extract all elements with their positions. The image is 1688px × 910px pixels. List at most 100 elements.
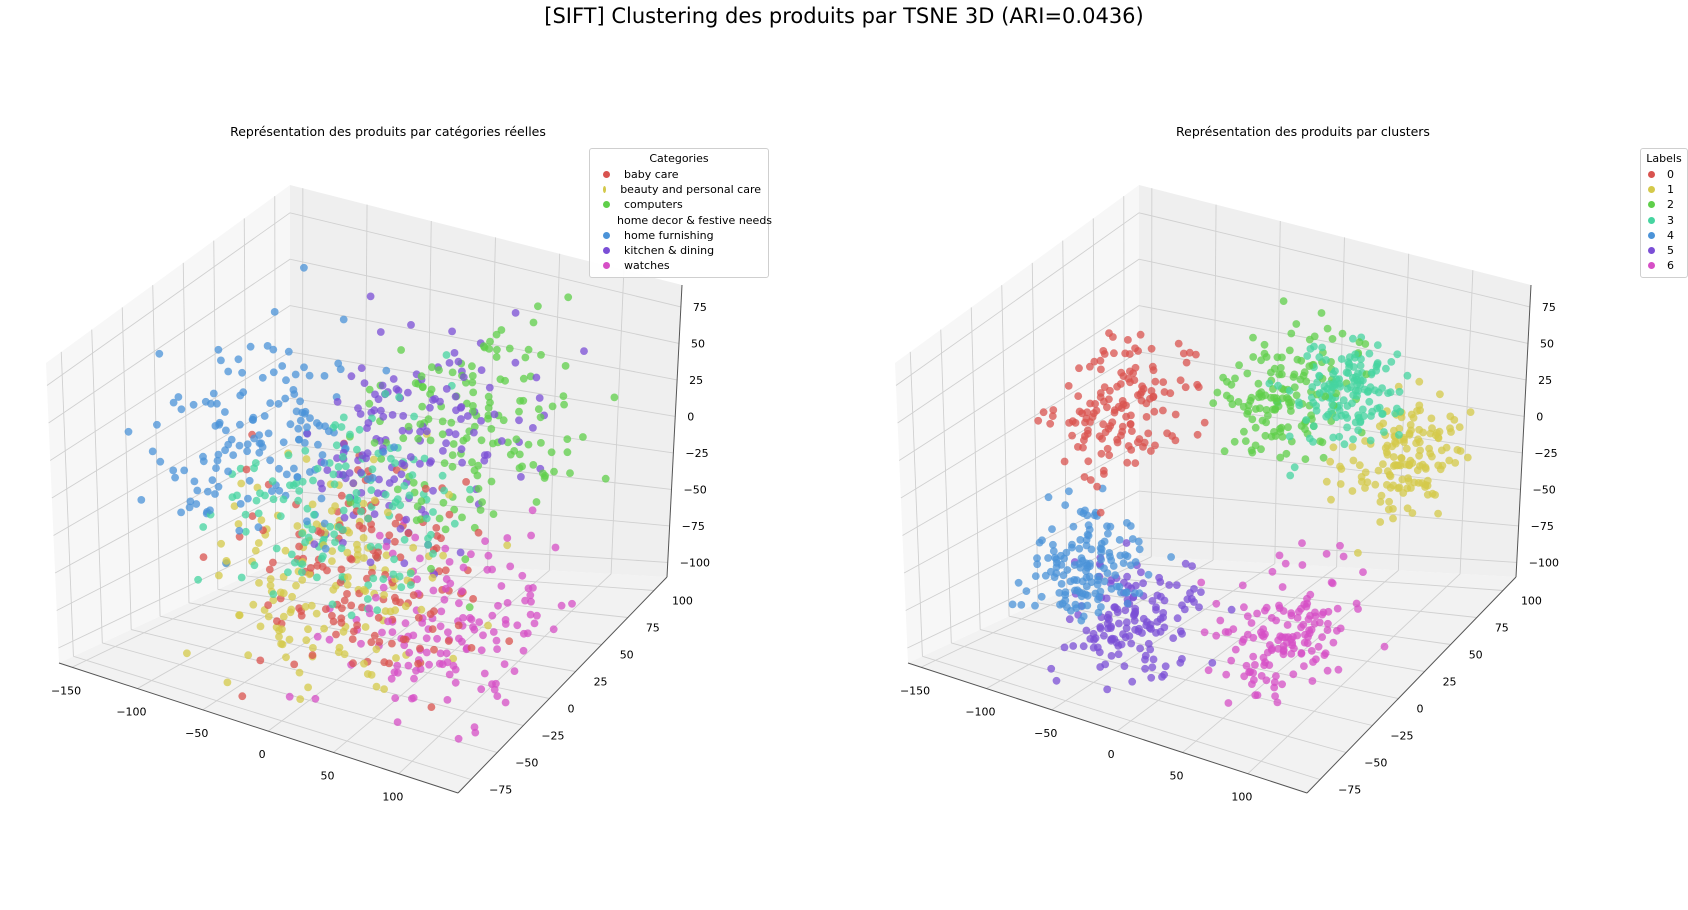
- data-point-series-1: [298, 576, 307, 584]
- data-point-series-2: [409, 478, 418, 487]
- data-point-series-1: [360, 586, 368, 594]
- data-point-series-1: [1435, 427, 1444, 436]
- data-point-series-3: [1366, 436, 1375, 445]
- data-point-series-6: [311, 694, 320, 703]
- data-point-series-3: [420, 454, 429, 463]
- data-point-series-2: [1249, 353, 1258, 361]
- data-point-series-1: [1379, 419, 1388, 428]
- data-point-series-6: [493, 692, 502, 700]
- data-point-series-0: [338, 604, 346, 613]
- legend-label: 0: [1667, 168, 1674, 182]
- data-point-series-4: [264, 429, 273, 438]
- data-point-series-5: [458, 458, 466, 467]
- data-point-series-2: [466, 495, 474, 504]
- data-point-series-3: [1303, 352, 1312, 360]
- data-point-series-6: [479, 631, 487, 640]
- data-point-series-2: [1290, 370, 1299, 379]
- data-point-series-5: [451, 392, 460, 401]
- data-point-series-2: [441, 525, 450, 534]
- data-point-series-4: [1071, 600, 1080, 609]
- data-point-series-0: [1151, 377, 1160, 386]
- data-point-series-6: [1262, 603, 1271, 612]
- data-point-series-2: [510, 447, 519, 455]
- grid-line: [905, 490, 1519, 611]
- data-point-series-6: [521, 596, 529, 605]
- data-point-series-5: [394, 386, 403, 395]
- data-point-series-5: [303, 429, 312, 438]
- data-point-series-5: [340, 513, 349, 522]
- data-point-series-3: [1305, 434, 1314, 443]
- data-point-series-2: [1361, 340, 1370, 348]
- data-point-series-5: [396, 524, 405, 533]
- data-point-series-4: [224, 367, 233, 376]
- data-point-series-4: [390, 443, 398, 452]
- data-point-series-5: [427, 457, 435, 466]
- data-point-series-6: [1329, 638, 1338, 647]
- data-point-series-1: [428, 573, 437, 582]
- data-point-series-4: [313, 419, 321, 427]
- data-point-series-3: [301, 446, 310, 455]
- data-point-series-1: [417, 605, 426, 614]
- data-point-series-1: [1389, 481, 1398, 490]
- data-point-series-3: [1332, 375, 1341, 383]
- data-point-series-6: [1300, 638, 1309, 647]
- grid-line: [610, 270, 625, 574]
- data-point-series-5: [366, 558, 375, 567]
- data-point-series-6: [1240, 672, 1249, 681]
- data-point-series-4: [180, 466, 189, 475]
- data-point-series-5: [1181, 559, 1190, 568]
- legend-marker: [603, 262, 610, 270]
- data-point-series-2: [462, 434, 471, 442]
- data-point-series-0: [1159, 378, 1168, 386]
- data-point-series-4: [266, 399, 275, 407]
- data-point-series-3: [241, 527, 250, 536]
- data-point-series-3: [1310, 342, 1318, 351]
- data-point-series-3: [1359, 412, 1368, 420]
- data-point-series-3: [1309, 422, 1318, 430]
- data-point-series-6: [441, 544, 450, 553]
- data-point-series-4: [156, 457, 165, 466]
- data-point-series-4: [229, 451, 238, 459]
- data-point-series-5: [354, 404, 362, 413]
- data-point-series-2: [1227, 380, 1236, 389]
- data-point-series-6: [416, 554, 424, 563]
- data-point-series-2: [365, 385, 374, 394]
- data-point-series-5: [1178, 655, 1186, 663]
- data-point-series-2: [417, 372, 426, 381]
- data-point-series-0: [1124, 336, 1132, 344]
- data-point-series-4: [1097, 539, 1106, 548]
- data-point-series-4: [193, 486, 202, 495]
- data-point-series-1: [339, 627, 348, 636]
- data-point-series-6: [413, 575, 421, 584]
- data-point-series-3: [1315, 353, 1324, 362]
- data-point-series-2: [1285, 346, 1294, 355]
- data-point-series-5: [1180, 605, 1189, 614]
- data-point-series-5: [376, 328, 385, 336]
- legend-item-home-furnishing: home furnishing: [597, 228, 761, 243]
- data-point-series-4: [1052, 559, 1061, 567]
- data-point-series-0: [1181, 383, 1190, 392]
- data-point-series-5: [1160, 670, 1168, 679]
- data-point-series-6: [1248, 680, 1256, 688]
- data-point-series-6: [1272, 616, 1280, 625]
- data-point-series-1: [1421, 483, 1429, 491]
- data-point-series-2: [1302, 377, 1311, 386]
- data-point-series-3: [261, 491, 269, 500]
- data-point-series-1: [1355, 461, 1364, 470]
- data-point-series-5: [1115, 619, 1123, 628]
- data-point-series-1: [1450, 416, 1459, 424]
- data-point-series-2: [1283, 394, 1291, 402]
- z-tick-label: −25: [1534, 447, 1557, 460]
- data-point-series-3: [1337, 411, 1346, 420]
- data-point-series-4: [254, 523, 263, 532]
- data-point-series-2: [534, 302, 542, 311]
- data-point-series-4: [300, 363, 308, 372]
- data-point-series-4: [199, 452, 207, 461]
- data-point-series-6: [388, 628, 397, 636]
- data-point-series-3: [1353, 392, 1361, 400]
- grid-line: [1001, 285, 1010, 617]
- data-point-series-2: [1230, 437, 1239, 446]
- data-point-series-6: [1270, 678, 1279, 687]
- data-point-series-1: [183, 649, 191, 658]
- data-point-series-2: [529, 461, 538, 469]
